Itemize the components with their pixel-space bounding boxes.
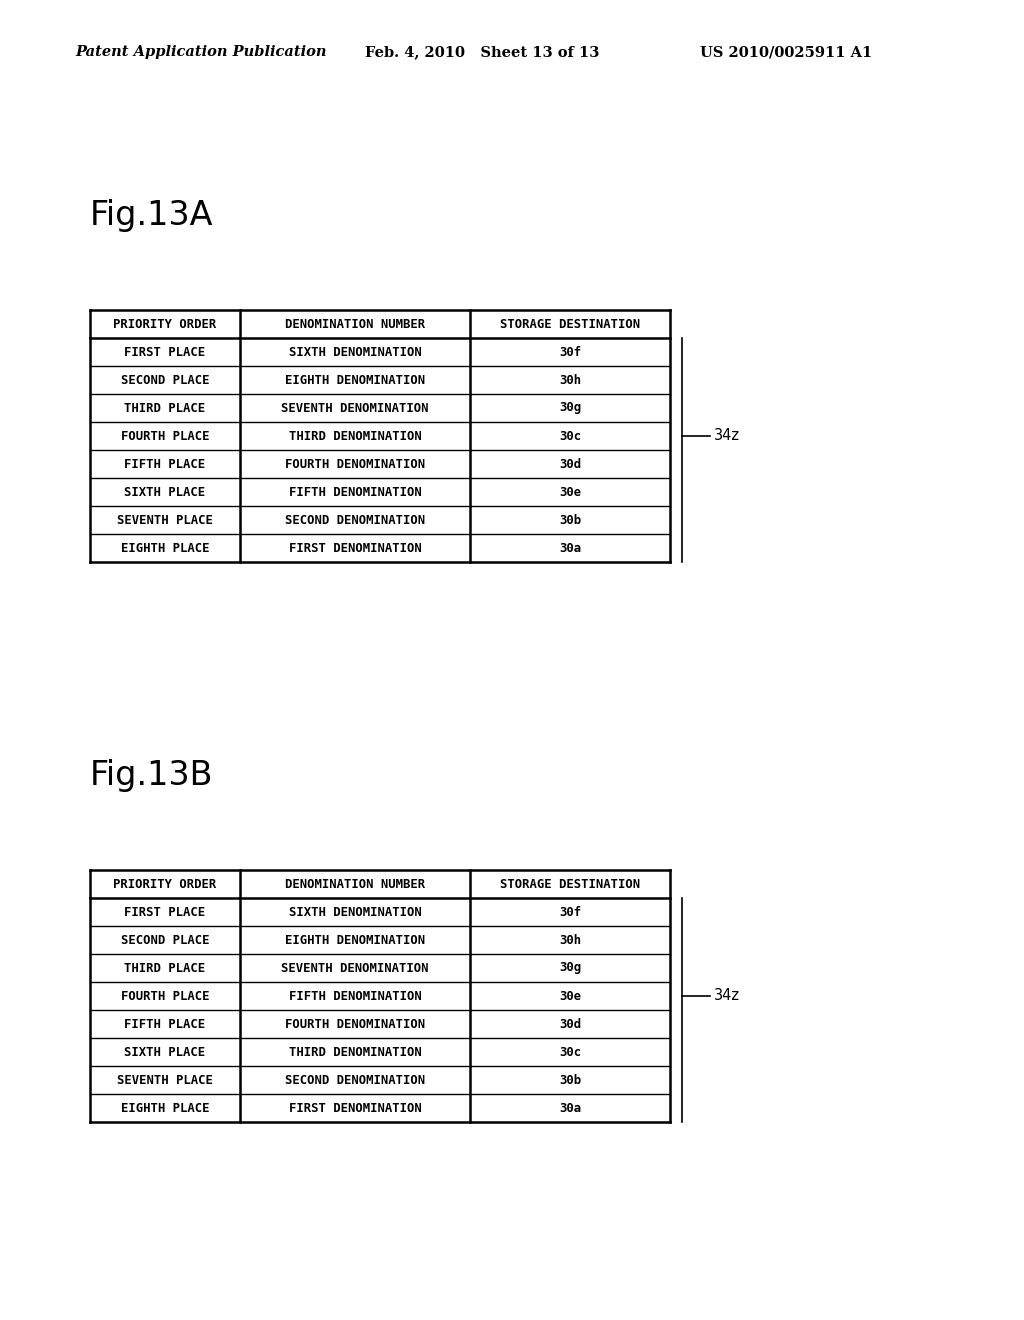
Text: PRIORITY ORDER: PRIORITY ORDER — [114, 878, 217, 891]
Text: 30d: 30d — [559, 1018, 581, 1031]
Text: FIFTH DENOMINATION: FIFTH DENOMINATION — [289, 990, 421, 1002]
Text: 30a: 30a — [559, 1101, 581, 1114]
Text: FIRST DENOMINATION: FIRST DENOMINATION — [289, 541, 421, 554]
Text: 30e: 30e — [559, 486, 581, 499]
Text: FIRST DENOMINATION: FIRST DENOMINATION — [289, 1101, 421, 1114]
Text: SIXTH PLACE: SIXTH PLACE — [125, 486, 206, 499]
Text: THIRD PLACE: THIRD PLACE — [125, 961, 206, 974]
Text: SEVENTH DENOMINATION: SEVENTH DENOMINATION — [282, 961, 429, 974]
Text: 30b: 30b — [559, 513, 581, 527]
Text: Feb. 4, 2010   Sheet 13 of 13: Feb. 4, 2010 Sheet 13 of 13 — [365, 45, 599, 59]
Text: FOURTH DENOMINATION: FOURTH DENOMINATION — [285, 1018, 425, 1031]
Text: PRIORITY ORDER: PRIORITY ORDER — [114, 318, 217, 330]
Text: FOURTH PLACE: FOURTH PLACE — [121, 990, 209, 1002]
Text: 34z: 34z — [714, 989, 740, 1003]
Text: FIFTH PLACE: FIFTH PLACE — [125, 1018, 206, 1031]
Text: 30h: 30h — [559, 374, 581, 387]
Text: SEVENTH PLACE: SEVENTH PLACE — [117, 1073, 213, 1086]
Text: Fig.13B: Fig.13B — [90, 759, 213, 792]
Text: SIXTH DENOMINATION: SIXTH DENOMINATION — [289, 346, 421, 359]
Text: STORAGE DESTINATION: STORAGE DESTINATION — [500, 878, 640, 891]
Text: EIGHTH PLACE: EIGHTH PLACE — [121, 1101, 209, 1114]
Text: 30b: 30b — [559, 1073, 581, 1086]
Text: THIRD PLACE: THIRD PLACE — [125, 401, 206, 414]
Text: 30g: 30g — [559, 961, 581, 974]
Text: EIGHTH DENOMINATION: EIGHTH DENOMINATION — [285, 933, 425, 946]
Text: 30e: 30e — [559, 990, 581, 1002]
Text: 30f: 30f — [559, 906, 581, 919]
Text: 30g: 30g — [559, 401, 581, 414]
Text: SIXTH DENOMINATION: SIXTH DENOMINATION — [289, 906, 421, 919]
Text: 30c: 30c — [559, 429, 581, 442]
Text: FOURTH PLACE: FOURTH PLACE — [121, 429, 209, 442]
Text: STORAGE DESTINATION: STORAGE DESTINATION — [500, 318, 640, 330]
Text: SECOND PLACE: SECOND PLACE — [121, 374, 209, 387]
Text: FIFTH DENOMINATION: FIFTH DENOMINATION — [289, 486, 421, 499]
Text: THIRD DENOMINATION: THIRD DENOMINATION — [289, 429, 421, 442]
Text: THIRD DENOMINATION: THIRD DENOMINATION — [289, 1045, 421, 1059]
Text: 30f: 30f — [559, 346, 581, 359]
Text: FIRST PLACE: FIRST PLACE — [125, 906, 206, 919]
Text: SEVENTH DENOMINATION: SEVENTH DENOMINATION — [282, 401, 429, 414]
Text: EIGHTH DENOMINATION: EIGHTH DENOMINATION — [285, 374, 425, 387]
Text: 34z: 34z — [714, 429, 740, 444]
Text: 30a: 30a — [559, 541, 581, 554]
Text: 30c: 30c — [559, 1045, 581, 1059]
Text: SECOND PLACE: SECOND PLACE — [121, 933, 209, 946]
Text: EIGHTH PLACE: EIGHTH PLACE — [121, 541, 209, 554]
Text: DENOMINATION NUMBER: DENOMINATION NUMBER — [285, 878, 425, 891]
Text: FOURTH DENOMINATION: FOURTH DENOMINATION — [285, 458, 425, 470]
Text: 30h: 30h — [559, 933, 581, 946]
Text: SECOND DENOMINATION: SECOND DENOMINATION — [285, 513, 425, 527]
Text: US 2010/0025911 A1: US 2010/0025911 A1 — [700, 45, 872, 59]
Text: FIFTH PLACE: FIFTH PLACE — [125, 458, 206, 470]
Text: Fig.13A: Fig.13A — [90, 198, 213, 231]
Text: DENOMINATION NUMBER: DENOMINATION NUMBER — [285, 318, 425, 330]
Text: SEVENTH PLACE: SEVENTH PLACE — [117, 513, 213, 527]
Text: Patent Application Publication: Patent Application Publication — [75, 45, 327, 59]
Text: SECOND DENOMINATION: SECOND DENOMINATION — [285, 1073, 425, 1086]
Text: 30d: 30d — [559, 458, 581, 470]
Text: FIRST PLACE: FIRST PLACE — [125, 346, 206, 359]
Text: SIXTH PLACE: SIXTH PLACE — [125, 1045, 206, 1059]
